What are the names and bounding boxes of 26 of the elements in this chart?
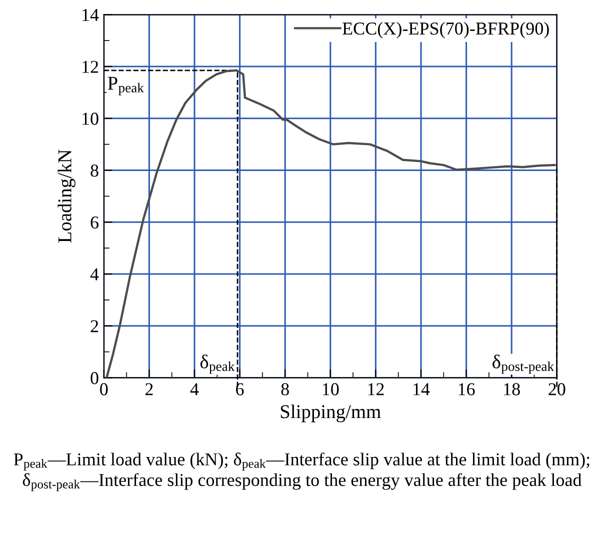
legend-label: ECC(X)-EPS(70)-BFRP(90) [342, 22, 549, 38]
x-tick-label: 8 [281, 383, 289, 396]
ref-line-label: δ$_{peak}$ [200, 354, 235, 374]
y-tick-label: 0 [90, 372, 98, 384]
y-tick-label: 12 [82, 60, 98, 73]
x-tick-label: 12 [368, 383, 384, 396]
y-tick-label: 8 [90, 164, 98, 177]
y-axis-title: Loading/kN [58, 150, 76, 243]
text: P$_{peak}$—Limit load value (kN); δ$_{peak}$—Interface slip value at the limit load (mm); δ$_{post-peak}$—Interface slip corresponding to the energy value after the peak load [14, 452, 590, 492]
x-tick-label: 2 [145, 383, 153, 396]
y-tick-label: 2 [90, 320, 98, 332]
x-tick-label: 20 [548, 383, 566, 396]
y-tick-label: 6 [90, 216, 98, 229]
y-tick-label: 4 [90, 268, 99, 280]
x-tick-label: 16 [458, 383, 475, 396]
x-tick-label: 14 [414, 383, 430, 396]
y-tick-label: 10 [82, 112, 98, 125]
x-tick-label: 0 [100, 383, 108, 396]
ref-line-label: P$_{peak}$ [108, 76, 144, 96]
ref-line-label: δ$_{post-peak}$ [492, 354, 554, 374]
x-tick-label: 6 [236, 383, 244, 396]
y-tick-label: 14 [82, 8, 99, 21]
x-tick-label: 4 [190, 383, 199, 396]
x-axis-title: Slipping/mm [280, 404, 381, 422]
x-tick-label: 18 [504, 383, 520, 396]
x-tick-label: 10 [322, 383, 339, 396]
